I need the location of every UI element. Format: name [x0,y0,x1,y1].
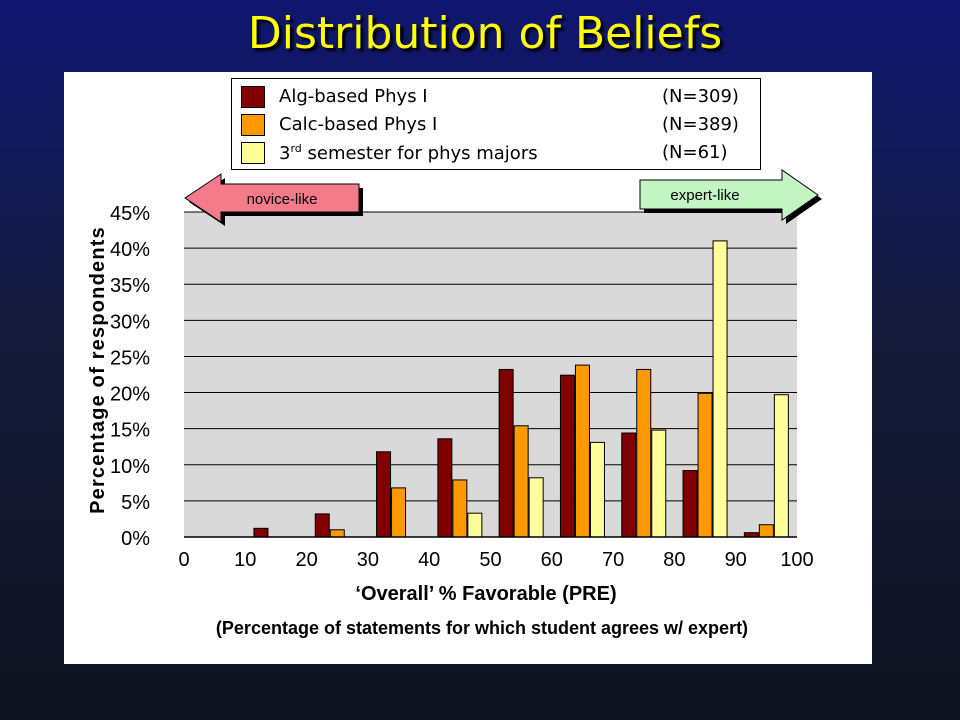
bar-calc [513,425,529,538]
y-tick-labels: 0% 5% 10% 15% 20% 25% 30% 35% 40% 45% [110,203,150,550]
bar-alg [437,438,453,538]
y-tick-label: 25% [110,347,150,369]
y-axis-title: Percentage of respondents [87,226,109,514]
y-tick-label: 5% [121,492,150,514]
y-tick-label: 0% [121,528,150,550]
bar-calc [636,368,652,538]
bar-majors [589,441,605,538]
bar-alg [253,527,269,538]
x-axis-note: (Percentage of statements for which stud… [216,618,748,638]
legend-item-majors: 3rd semester for phys majors (N=61) [232,141,760,167]
bar-alg [314,513,330,538]
expert-like-arrow: expert-like [639,169,822,224]
bar-majors [467,512,483,538]
x-tick-label: 10 [234,549,256,571]
y-tick-label: 30% [110,311,150,333]
x-axis-title: ‘Overall’ % Favorable (PRE) [355,583,616,605]
x-tick-label: 90 [725,549,747,571]
y-tick-label: 40% [110,239,150,261]
bars [253,240,789,538]
y-tick-label: 35% [110,275,150,297]
legend-label-alg: Alg-based Phys I [279,86,428,107]
x-tick-label: 50 [479,549,501,571]
legend: Alg-based Phys I (N=309) Calc-based Phys… [231,78,761,170]
x-tick-label: 20 [295,549,317,571]
bar-majors [651,429,667,538]
x-tick-label: 30 [357,549,379,571]
legend-n-majors: (N=61) [662,142,728,163]
bar-alg [498,368,514,538]
y-tick-label: 20% [110,384,150,406]
y-tick-label: 10% [110,456,150,478]
y-tick-label: 45% [110,203,150,225]
legend-swatch-calc [241,114,265,136]
x-tick-label: 60 [541,549,563,571]
legend-swatch-majors [241,142,265,164]
legend-label-calc: Calc-based Phys I [279,114,438,135]
bar-majors [528,477,544,538]
bar-alg [682,470,698,538]
expert-like-label: expert-like [670,187,739,204]
x-tick-label: 0 [178,549,189,571]
x-tick-label: 80 [663,549,685,571]
legend-n-alg: (N=309) [662,86,739,107]
slide-title: Distribution of Beliefs [247,8,723,59]
bar-majors [712,240,728,538]
bar-alg [376,451,392,538]
y-tick-label: 15% [110,420,150,442]
x-tick-label: 70 [602,549,624,571]
bar-majors [773,394,789,538]
legend-item-alg: Alg-based Phys I (N=309) [232,85,760,111]
legend-n-calc: (N=389) [662,114,739,135]
bar-alg [559,374,575,538]
bar-calc [697,392,713,538]
bar-calc [452,479,468,538]
legend-item-calc: Calc-based Phys I (N=389) [232,113,760,139]
bar-calc [329,529,345,538]
bar-alg [621,432,637,538]
bar-calc [758,524,774,538]
legend-label-majors: 3rd semester for phys majors [279,142,538,164]
novice-like-label: novice-like [247,191,318,208]
x-tick-label: 40 [418,549,440,571]
legend-swatch-alg [241,86,265,108]
novice-like-arrow: novice-like [184,173,363,226]
bar-calc [574,364,590,538]
bar-calc [391,487,407,538]
x-tick-label: 100 [780,549,813,571]
x-tick-labels: 0 10 20 30 40 50 60 70 80 90 100 [178,549,813,571]
